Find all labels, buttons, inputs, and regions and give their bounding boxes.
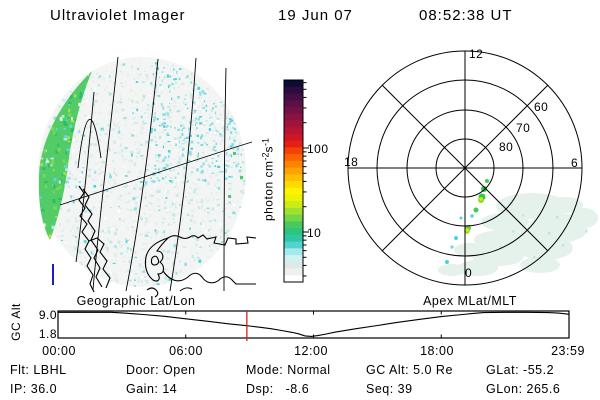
status-glat: GLat: -55.2	[486, 363, 555, 377]
page-title: Ultraviolet Imager	[50, 7, 186, 24]
status-flt: Flt: LBHL	[10, 363, 67, 377]
ytick-9: 9.0	[38, 308, 57, 322]
colorbar-tick-100: 100	[307, 142, 329, 156]
xtick-0600: 06:00	[169, 344, 203, 358]
xtick-0000: 00:00	[42, 344, 76, 358]
caption-apex: Apex MLat/MLT	[423, 294, 517, 308]
polar-hour-18: 18	[344, 155, 359, 169]
status-ip: IP: 36.0	[10, 382, 58, 396]
status-seq: Seq: 39	[366, 382, 413, 396]
geographic-image-panel	[38, 56, 257, 298]
time-label: 08:52:38 UT	[419, 7, 513, 24]
polar-hour-6: 6	[571, 156, 579, 170]
polar-hour-0: 0	[465, 266, 473, 280]
xtick-1800: 18:00	[420, 344, 454, 358]
status-glon: GLon: 265.6	[486, 382, 561, 396]
status-gc-alt: GC Alt: 5.0 Re	[366, 363, 453, 377]
gc-alt-timeseries	[57, 310, 570, 341]
status-door: Door: Open	[126, 363, 196, 377]
polar-hour-12: 12	[469, 47, 484, 61]
status-dsp: Dsp: -8.6	[246, 382, 310, 396]
polar-mlat-70: 70	[516, 121, 531, 135]
unit-prefix: photon cm	[261, 160, 276, 222]
date-label: 19 Jun 07	[278, 7, 353, 24]
colorbar	[283, 79, 309, 283]
colorbar-tick-10: 10	[307, 226, 322, 240]
unit-exp-2: -2	[260, 152, 271, 161]
status-mode: Mode: Normal	[246, 363, 331, 377]
caption-geographic: Geographic Lat/Lon	[76, 294, 196, 308]
xtick-1200: 12:00	[294, 344, 328, 358]
polar-mlat-80: 80	[499, 140, 514, 154]
timeseries-ylabel: GC Alt	[9, 303, 23, 341]
unit-s: s	[261, 145, 276, 153]
unit-exp-1: -1	[260, 137, 271, 146]
polar-mlat-60: 60	[534, 100, 549, 114]
xtick-2359: 23:59	[551, 344, 585, 358]
ytick-1-8: 1.8	[38, 327, 57, 341]
colorbar-unit-label: photon cm-2s-1	[261, 95, 276, 265]
status-gain: Gain: 14	[126, 382, 178, 396]
apex-polar-plot	[347, 50, 598, 286]
